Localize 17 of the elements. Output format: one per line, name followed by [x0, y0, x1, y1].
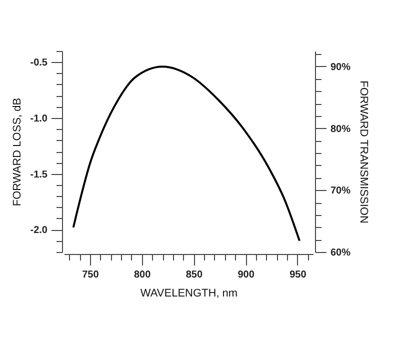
x-tick-label: 950	[290, 270, 307, 280]
y2-tick-label: 70%	[330, 186, 351, 197]
y-axis-title: FORWARD LOSS, dB	[11, 98, 24, 206]
y-tick-label: -0.5	[30, 58, 48, 69]
y2-tick-label: 80%	[330, 124, 351, 135]
y2-tick-label: 90%	[330, 62, 351, 73]
x-tick-label: 750	[82, 270, 100, 280]
y-tick-label: -2.0	[30, 225, 48, 236]
y-tick-label: -1.5	[30, 169, 48, 180]
x-tick-label: 800	[134, 270, 152, 280]
x-tick-label: 900	[238, 270, 255, 280]
x-axis-title: WAVELENGTH, nm	[140, 288, 238, 300]
y2-axis-title: FORWARD TRANSMISSION	[358, 80, 370, 224]
y2-tick-label: 60%	[330, 248, 351, 258]
line-series	[72, 66, 301, 242]
x-tick-label: 850	[186, 270, 203, 280]
y-tick-label: -1.0	[30, 114, 48, 124]
